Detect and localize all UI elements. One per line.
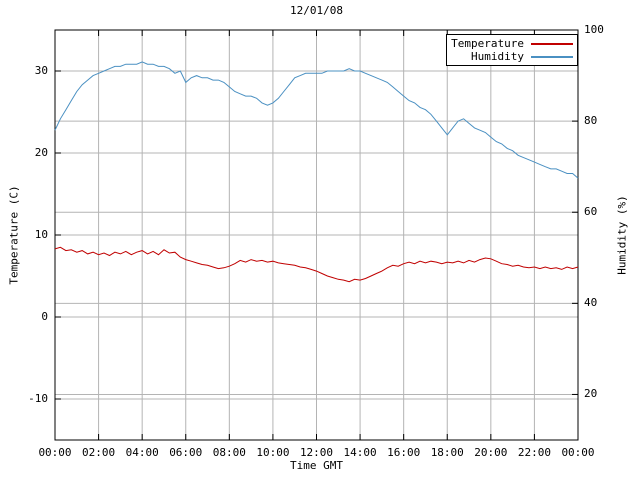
- series-line-temperature: [54, 246, 579, 283]
- left-tick-label: 20: [34, 146, 48, 159]
- left-tick-label: -10: [28, 392, 48, 405]
- left-tick-label: 10: [34, 228, 48, 241]
- series-line-humidity: [54, 61, 579, 179]
- legend-line-sample-humidity: [531, 55, 573, 58]
- chart-title: 12/01/08: [290, 4, 343, 17]
- x-tick-label: 00:00: [561, 446, 595, 459]
- legend-item-humidity: Humidity: [451, 50, 573, 63]
- legend-item-temperature: Temperature: [451, 37, 573, 50]
- right-tick-label: 100: [584, 23, 604, 36]
- right-tick-label: 40: [584, 296, 598, 310]
- x-tick-label: 10:00: [256, 446, 290, 459]
- right-tick-label: 20: [584, 387, 598, 401]
- legend-label-humidity: Humidity: [471, 50, 524, 63]
- right-tick-label: 60: [584, 205, 598, 219]
- x-tick-label: 14:00: [343, 446, 377, 459]
- grid-layer: [54, 29, 579, 440]
- x-tick-label: 16:00: [387, 446, 421, 459]
- x-tick-label: 20:00: [474, 446, 508, 459]
- x-tick-label: 22:00: [517, 446, 551, 459]
- right-tick-label: 80: [584, 114, 598, 128]
- x-tick-label: 02:00: [82, 446, 116, 459]
- legend-label-temperature: Temperature: [451, 37, 524, 50]
- left-tick-label: 30: [34, 64, 48, 77]
- x-tick-label: 12:00: [299, 446, 334, 459]
- legend: Temperature Humidity: [446, 34, 578, 66]
- x-tick-label: 00:00: [38, 446, 72, 459]
- series-layer: [54, 61, 579, 283]
- x-tick-label: 04:00: [125, 446, 159, 459]
- x-tick-label: 06:00: [169, 446, 203, 459]
- x-axis-label: Time GMT: [290, 459, 343, 472]
- x-tick-label: 18:00: [430, 446, 464, 459]
- x-tick-label: 08:00: [212, 446, 246, 459]
- left-tick-label: 0: [41, 310, 48, 323]
- legend-line-sample-temperature: [531, 42, 573, 45]
- tick-marks: [54, 29, 579, 440]
